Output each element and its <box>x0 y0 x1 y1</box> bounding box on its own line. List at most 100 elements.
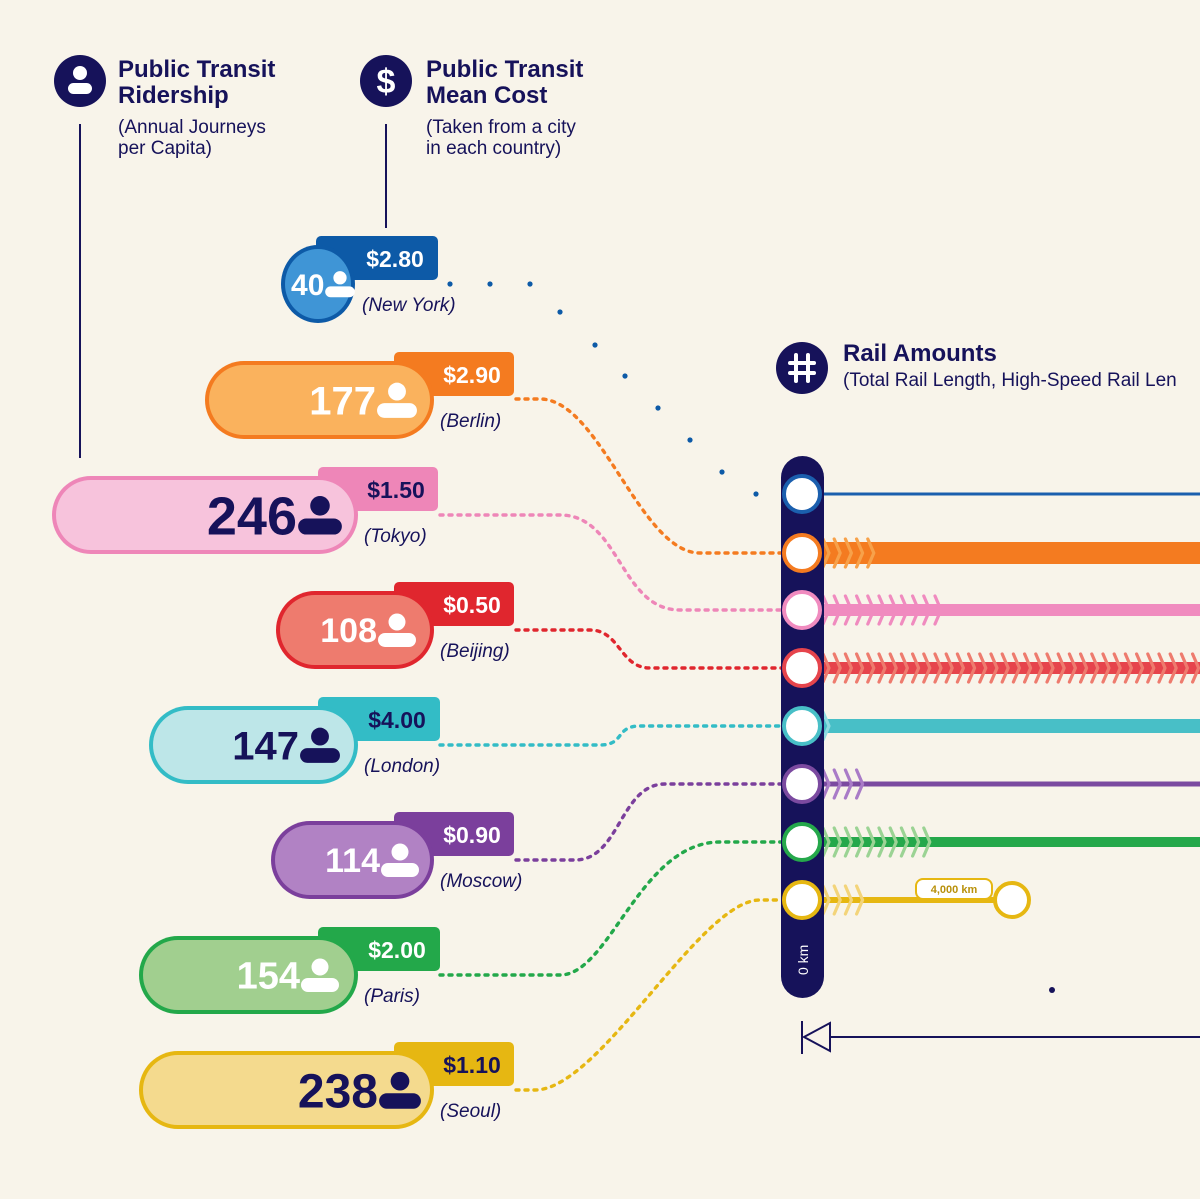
chevron-mark <box>899 594 910 626</box>
chevron-mark <box>888 652 898 684</box>
connector-dot <box>527 281 533 287</box>
chevron-mark <box>888 594 898 626</box>
connector-dot <box>687 437 693 443</box>
connector <box>438 840 784 977</box>
ridership-pill <box>143 940 354 1010</box>
ridership-pill <box>209 365 430 435</box>
ridership-value: 147 <box>232 724 299 768</box>
cost-title: Public Transit Mean Cost <box>426 56 584 109</box>
city-name: (Moscow) <box>440 871 522 892</box>
high-speed-chevrons <box>821 884 865 916</box>
connector-path <box>514 898 784 1092</box>
ridership-value: 238 <box>298 1065 378 1118</box>
person-icon-head <box>311 727 329 746</box>
city-name: (London) <box>364 756 440 777</box>
chevron-mark <box>843 826 854 858</box>
cost-value: $2.90 <box>443 362 501 388</box>
chevron-mark <box>899 652 910 684</box>
axis-arrowhead <box>801 1021 831 1053</box>
cost-value: $4.00 <box>368 707 426 733</box>
cost-value: $2.80 <box>366 246 424 272</box>
chevron-mark <box>1022 652 1033 684</box>
ridership-title: Public Transit Ridership <box>118 56 276 109</box>
person-icon <box>301 958 339 992</box>
chevron-mark <box>1090 652 1100 684</box>
person-icon-body <box>377 403 417 418</box>
rail-track-icon <box>776 342 828 394</box>
connector-dot <box>487 281 493 287</box>
city-name: (New York) <box>362 295 456 316</box>
ridership-value: 108 <box>320 612 377 650</box>
city-row: $0.50 108 (Beijing) <box>276 582 514 669</box>
high-speed-chevrons <box>821 826 932 858</box>
station-stop <box>782 533 822 573</box>
person-icon-body <box>301 978 339 992</box>
cost-value: $2.00 <box>368 937 426 963</box>
cost-value: $0.90 <box>443 822 501 848</box>
person-icon <box>378 613 416 647</box>
person-icon <box>379 1071 421 1109</box>
person-icon <box>54 55 106 107</box>
rail-line <box>802 652 1200 684</box>
station-stop <box>782 822 822 862</box>
station-stop <box>782 880 822 920</box>
connector-dot <box>592 342 598 348</box>
city-row: $2.90 177 (Berlin) <box>205 352 514 439</box>
cost-subtitle: (Taken from a city in each country) <box>426 117 576 159</box>
connector-dot <box>622 373 628 379</box>
chevron-mark <box>843 884 854 916</box>
station-stop <box>782 648 822 688</box>
ridership-value: 154 <box>237 956 300 998</box>
city-name: (Beijing) <box>440 641 510 662</box>
chevron-mark <box>843 652 854 684</box>
chevron-mark <box>922 594 932 626</box>
ridership-subtitle: (Annual Journeys per Capita) <box>118 117 266 159</box>
city-row: $2.00 154 (Paris) <box>139 927 440 1014</box>
chevron-mark <box>821 652 831 684</box>
rail-subtitle: (Total Rail Length, High-Speed Rail Len <box>843 370 1177 391</box>
connector-path <box>438 724 784 747</box>
chevron-mark <box>832 826 842 858</box>
chevron-mark <box>1146 652 1156 684</box>
chevron-mark <box>1134 652 1145 684</box>
chevron-mark <box>843 768 854 800</box>
connector-dot <box>557 309 563 315</box>
connector-path <box>438 513 784 612</box>
chevron-mark <box>854 652 865 684</box>
chevron-mark <box>821 537 831 569</box>
person-icon-head <box>391 843 409 861</box>
chevron-mark <box>966 652 977 684</box>
chevron-mark <box>1067 652 1078 684</box>
connector <box>514 898 784 1092</box>
cost-value: $1.50 <box>367 477 425 503</box>
chevron-mark <box>1000 652 1010 684</box>
city-row: $4.00 147 (London) <box>149 697 440 784</box>
chevron-mark <box>854 594 865 626</box>
chevron-mark <box>933 594 943 626</box>
chevron-mark <box>832 768 842 800</box>
high-speed-chevrons <box>821 537 876 569</box>
chevron-mark <box>888 826 898 858</box>
scale-marker: 4,000 km <box>915 878 1031 919</box>
ridership-pill <box>56 480 354 550</box>
rail-line <box>802 710 1200 742</box>
chevron-mark <box>821 768 831 800</box>
person-icon-head <box>310 496 330 516</box>
chevron-mark <box>933 652 943 684</box>
person-icon-body <box>298 518 342 535</box>
high-speed-chevrons <box>821 652 1200 684</box>
chevron-mark <box>989 652 999 684</box>
chevron-mark <box>1034 652 1044 684</box>
connector <box>514 782 784 862</box>
ridership-value: 114 <box>325 842 380 880</box>
chevron-mark <box>910 652 921 684</box>
person-icon-head <box>388 613 406 631</box>
person-icon <box>300 727 340 763</box>
chevron-mark <box>854 537 865 569</box>
high-speed-chevrons <box>821 710 831 742</box>
high-speed-chevrons <box>821 768 865 800</box>
chevron-mark <box>1157 652 1167 684</box>
connector <box>514 397 784 555</box>
person-icon <box>381 843 419 877</box>
chevron-mark <box>1056 652 1066 684</box>
